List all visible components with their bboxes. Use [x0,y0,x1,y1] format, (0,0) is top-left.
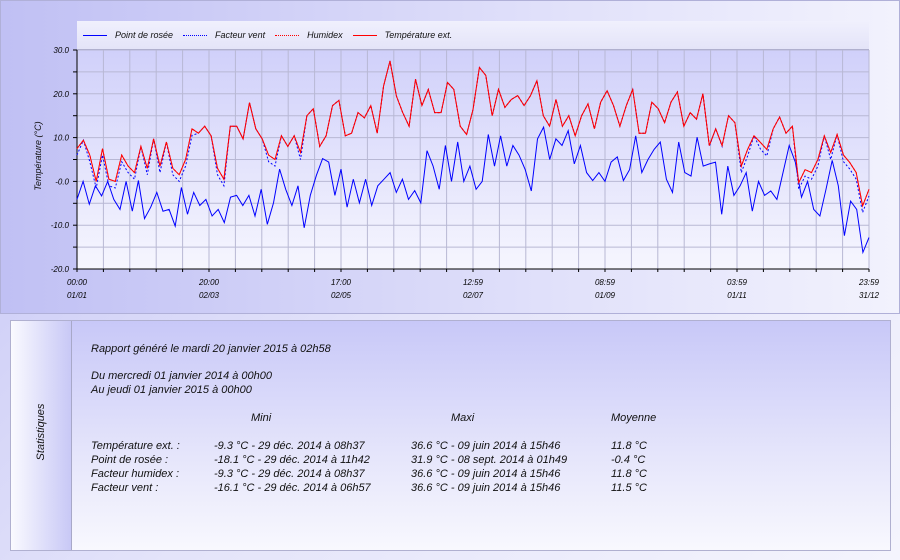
series-line-point-de-ros-e [76,125,870,255]
stats-min-cell: -18.1 °C - 29 déc. 2014 à 11h42 [214,454,370,466]
y-tick-label: -10.0 [51,221,70,230]
x-tick-time: 17:00 [331,278,352,287]
x-tick-time: 08:59 [595,278,616,287]
x-tick-date: 31/12 [859,291,880,300]
stats-avg-cell: 11.8 °C [611,468,647,480]
y-tick-label: 10.0 [53,134,69,143]
header-avg: Moyenne [611,412,657,424]
stats-avg-cell: 11.8 °C [611,440,647,452]
x-tick-time: 00:00 [67,278,88,287]
chart-panel: Point de rosée Facteur vent Humidex Temp… [0,0,900,314]
statistics-side-tab: Statistiques [11,321,72,550]
stats-max-cell: 36.6 °C - 09 juin 2014 à 15h46 [411,482,561,494]
solid-line-swatch-icon [352,34,377,36]
stats-min-cell: -9.3 °C - 29 déc. 2014 à 08h37 [214,440,365,452]
line-chart: 30.0 20.0 10.0 -0.0 -10.0 -20.0 00:00 01/01 20:0… [51,46,880,300]
x-tick-date: 02/03 [199,291,220,300]
x-tick-date: 02/07 [463,291,484,300]
x-tick-time: 23:59 [858,278,880,287]
stats-max-cell: 36.6 °C - 09 juin 2014 à 15h46 [411,440,561,452]
legend-item-wind-chill: Facteur vent [183,30,265,40]
stats-label-cell: Facteur vent : [91,482,159,494]
report-generated: Rapport généré le mardi 20 janvier 2015 … [91,343,331,355]
header-min: Mini [251,412,272,424]
legend-label: Humidex [307,30,343,40]
period-from: Du mercredi 01 janvier 2014 à 00h00 [91,370,273,382]
stats-min-cell: -9.3 °C - 29 déc. 2014 à 08h37 [214,468,365,480]
x-tick-time: 20:00 [198,278,220,287]
x-tick-date: 01/11 [727,291,746,300]
legend-item-humidex: Humidex [275,30,343,40]
x-tick-time: 03:59 [727,278,748,287]
stats-max-cell: 31.9 °C - 08 sept. 2014 à 01h49 [411,454,568,466]
stats-label-cell: Point de rosée : [91,454,169,466]
dotted-line-swatch-icon [275,34,300,36]
stats-avg-cell: -0.4 °C [611,454,646,466]
stats-max-cell: 36.6 °C - 09 juin 2014 à 15h46 [411,468,561,480]
stats-label-cell: Facteur humidex : [91,468,180,480]
x-tick-date: 02/05 [331,291,352,300]
series-line-temp-rature-ext- [76,60,870,208]
y-tick-label: -0.0 [55,177,69,186]
legend-item-temperature: Température ext. [352,30,453,40]
dotted-line-swatch-icon [183,34,208,36]
y-tick-label: 20.0 [52,90,69,99]
solid-line-swatch-icon [83,34,107,36]
x-tick-date: 01/09 [595,291,616,300]
legend-item-dew-point: Point de rosée [83,30,173,40]
statistics-panel: Statistiques Rapport généré le mardi 20 … [10,320,891,551]
header-max: Maxi [451,412,475,424]
y-tick-label: -20.0 [51,265,70,274]
legend-label: Température ext. [384,30,453,40]
x-tick-time: 12:59 [463,278,484,287]
stats-label-cell: Température ext. : [91,440,180,452]
y-tick-label: 30.0 [53,46,69,55]
x-tick-date: 01/01 [67,291,87,300]
legend-label: Facteur vent [215,30,266,40]
stats-min-cell: -16.1 °C - 29 déc. 2014 à 06h57 [214,482,371,494]
period-to: Au jeudi 01 janvier 2015 à 00h00 [91,384,252,396]
stats-avg-cell: 11.5 °C [611,482,647,494]
statistics-title: Statistiques [35,403,47,461]
legend-label: Point de rosée [115,30,174,40]
